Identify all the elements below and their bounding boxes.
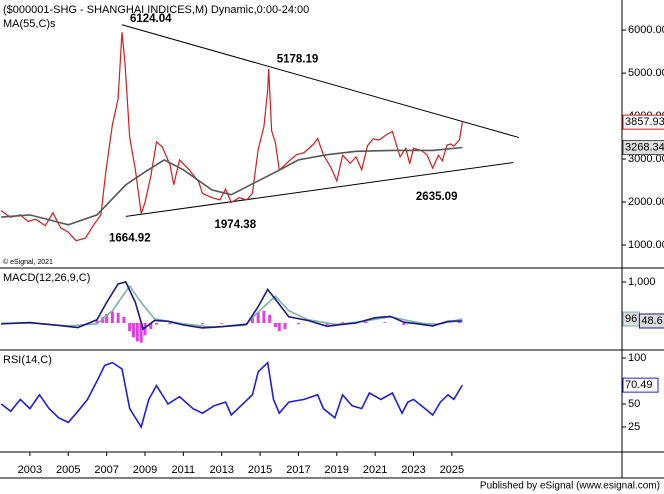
last-value-box xyxy=(638,313,664,329)
histogram-bar xyxy=(131,322,135,338)
y-tick-label: 3000.00 xyxy=(628,153,664,165)
legend-entry: MA(55,C)s xyxy=(3,18,56,30)
histogram-bar xyxy=(122,316,126,323)
x-tick-label: 2023 xyxy=(401,464,425,476)
histogram-bar xyxy=(273,322,277,328)
histogram-bar xyxy=(250,318,254,323)
footer: Published by eSignal (www.esignal.com) xyxy=(480,481,660,492)
histogram-bar xyxy=(296,322,300,325)
histogram-bar xyxy=(341,322,345,323)
last-value-label: 3268.34 xyxy=(625,141,664,153)
last-value-box xyxy=(622,114,664,130)
y-tick-label: 1000.00 xyxy=(628,239,664,251)
histogram-bar xyxy=(268,314,272,323)
histogram-bar xyxy=(201,322,205,325)
histogram-bar xyxy=(325,322,329,326)
y-tick-label: 2000.00 xyxy=(628,196,664,208)
y-tick-label: 5000.00 xyxy=(628,67,664,79)
histogram-bar xyxy=(135,322,139,342)
histogram-bar xyxy=(220,322,224,324)
x-tick-label: 2021 xyxy=(363,464,387,476)
histogram-bar xyxy=(458,321,462,323)
y-tick-label: 1,000 xyxy=(628,276,656,288)
series-line xyxy=(1,281,463,331)
histogram-bar xyxy=(383,322,387,323)
histogram-bar xyxy=(168,322,172,325)
last-value-label: 3857.93 xyxy=(625,116,664,128)
series-line xyxy=(1,284,463,328)
panel-title: MACD(12,26,9,C) xyxy=(3,272,90,284)
histogram-bar xyxy=(283,322,287,330)
histogram-bar xyxy=(364,321,368,323)
histogram-bar xyxy=(95,320,99,323)
y-tick-label: 25 xyxy=(628,421,640,433)
annotation: 1974.38 xyxy=(215,219,257,231)
series-line xyxy=(0,32,463,242)
annotation: 1664.92 xyxy=(109,232,151,244)
panel-title: RSI(14,C) xyxy=(3,354,52,366)
histogram-bar xyxy=(155,322,159,325)
histogram-bar xyxy=(402,322,406,326)
copyright: © eSignal, 2021 xyxy=(3,258,53,266)
last-value-box xyxy=(622,140,664,156)
histogram-bar xyxy=(262,310,266,323)
histogram-bar xyxy=(256,312,260,323)
histogram-bar xyxy=(149,322,153,330)
trendline xyxy=(121,24,520,139)
histogram-bar xyxy=(105,313,109,323)
y-tick-label: 100 xyxy=(628,352,646,364)
histogram-bar xyxy=(116,312,120,323)
histogram-bar xyxy=(139,322,143,343)
panel-title: ($000001-SHG - SHANGHAI INDICES,M) Dynam… xyxy=(3,4,309,16)
trendline xyxy=(125,161,514,217)
histogram-bar xyxy=(128,322,132,332)
last-value-box xyxy=(622,377,659,393)
x-tick-label: 2009 xyxy=(133,464,157,476)
x-tick-label: 2019 xyxy=(325,464,349,476)
x-tick-label: 2003 xyxy=(18,464,42,476)
x-tick-label: 2025 xyxy=(440,464,464,476)
last-value-label: 96 xyxy=(625,313,637,325)
histogram-bar xyxy=(277,322,281,332)
x-tick-label: 2005 xyxy=(56,464,80,476)
last-value-label: 48.6 xyxy=(641,315,662,327)
x-tick-label: 2013 xyxy=(209,464,233,476)
x-tick-label: 2017 xyxy=(286,464,310,476)
y-tick-label: 6000.00 xyxy=(628,24,664,36)
last-value-label: 70.49 xyxy=(625,379,653,391)
series-line xyxy=(0,360,464,429)
annotation: 6124.04 xyxy=(130,13,172,25)
series-line xyxy=(1,146,463,226)
histogram-bar xyxy=(143,322,147,336)
x-tick-label: 2011 xyxy=(172,464,196,476)
x-tick-label: 2007 xyxy=(94,464,118,476)
histogram-bar xyxy=(110,311,114,323)
annotation: 5178.19 xyxy=(277,53,319,65)
y-tick-label: 50 xyxy=(628,398,640,410)
x-tick-label: 2015 xyxy=(248,464,272,476)
annotation: 2635.09 xyxy=(416,191,458,203)
